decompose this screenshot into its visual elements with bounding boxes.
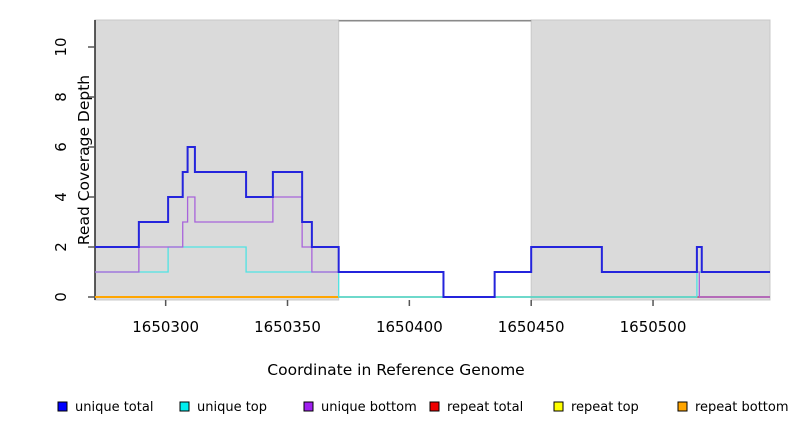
legend-swatch-repeat-total [429,401,440,412]
legend-label-unique-total: unique total [75,400,153,415]
legend-label-repeat-total: repeat total [447,400,523,415]
x-tick-label: 1650500 [620,318,687,336]
unique-total-line [95,146,770,298]
y-tick-label: 6 [52,142,70,152]
unique-top-line [95,246,770,298]
x-tick-label: 1650450 [498,318,565,336]
y-tick-label: 4 [52,192,70,202]
legend-swatch-repeat-bottom [677,401,688,412]
y-tick-label: 10 [52,37,70,56]
legend-swatch-unique-total [57,401,68,412]
legend-label-repeat-top: repeat top [571,400,639,415]
x-axis-label: Coordinate in Reference Genome [267,361,525,379]
x-tick-label: 1650300 [132,318,199,336]
y-tick-label: 2 [52,242,70,252]
y-tick-label: 8 [52,92,70,102]
y-axis-label: Read Coverage Depth [75,74,93,246]
legend-swatch-unique-top [179,401,190,412]
x-tick-label: 1650400 [376,318,443,336]
legend-swatch-unique-bottom [303,401,314,412]
legend-label-unique-bottom: unique bottom [321,400,417,415]
y-tick-label: 0 [52,292,70,302]
legend-swatch-repeat-top [553,401,564,412]
x-tick-label: 1650350 [254,318,321,336]
legend-label-unique-top: unique top [197,400,267,415]
legend-label-repeat-bottom: repeat bottom [695,400,789,415]
repeat-region-1 [94,19,340,301]
repeat-region-2 [530,19,771,301]
